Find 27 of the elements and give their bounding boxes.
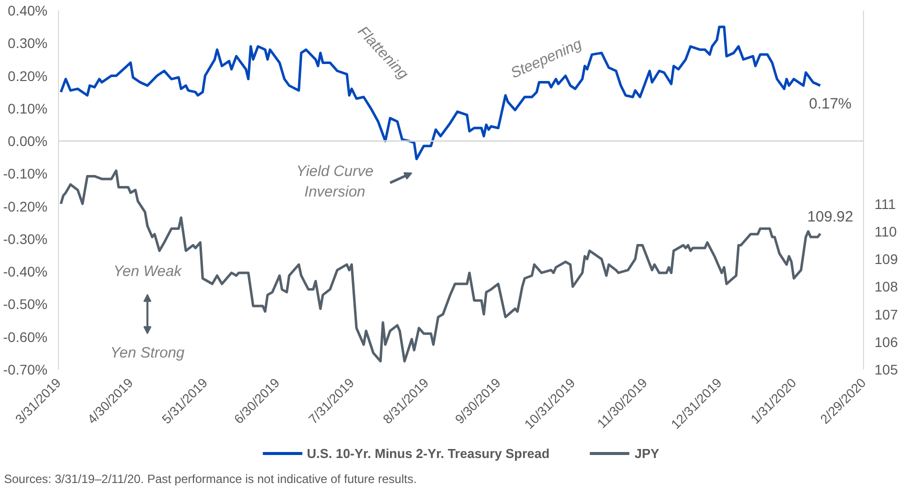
y2-tick-label: 110 (874, 223, 898, 240)
y2-tick-label: 105 (874, 362, 898, 378)
y2-tick-label: 107 (874, 306, 898, 322)
y2-tick-label: 111 (874, 196, 896, 212)
y-tick-label: -0.50% (3, 296, 48, 312)
y-tick-label: -0.60% (3, 328, 48, 345)
annotation: Yen Strong (110, 344, 186, 362)
y2-tick-label: 109 (874, 251, 898, 268)
y2-tick-label: 108 (874, 278, 898, 295)
y-tick-label: 0.00% (8, 133, 48, 150)
y-tick-label: -0.20% (3, 198, 48, 214)
data-label: 109.92 (807, 208, 854, 226)
legend-label: JPY (634, 445, 660, 461)
y-tick-label: 0.30% (8, 35, 48, 52)
y-tick-label: -0.40% (3, 264, 48, 280)
data-label: 0.17% (808, 96, 852, 113)
annotation: Yield Curve Inversion (296, 163, 374, 201)
y-tick-label: -0.10% (3, 166, 48, 182)
source-note: Sources: 3/31/19–2/11/20. Past performance is not indicative of future results. (4, 471, 417, 488)
legend-label: U.S. 10-Yr. Minus 2-Yr. Treasury Spread (306, 445, 550, 461)
y-tick-label: 0.40% (8, 2, 48, 18)
y-tick-label: -0.30% (3, 230, 48, 247)
y-tick-label: 0.10% (8, 100, 48, 116)
y-tick-label: -0.70% (3, 362, 48, 378)
y-tick-label: 0.20% (8, 68, 48, 84)
y2-tick-label: 106 (874, 334, 898, 350)
annotation: Yen Weak (113, 263, 183, 280)
